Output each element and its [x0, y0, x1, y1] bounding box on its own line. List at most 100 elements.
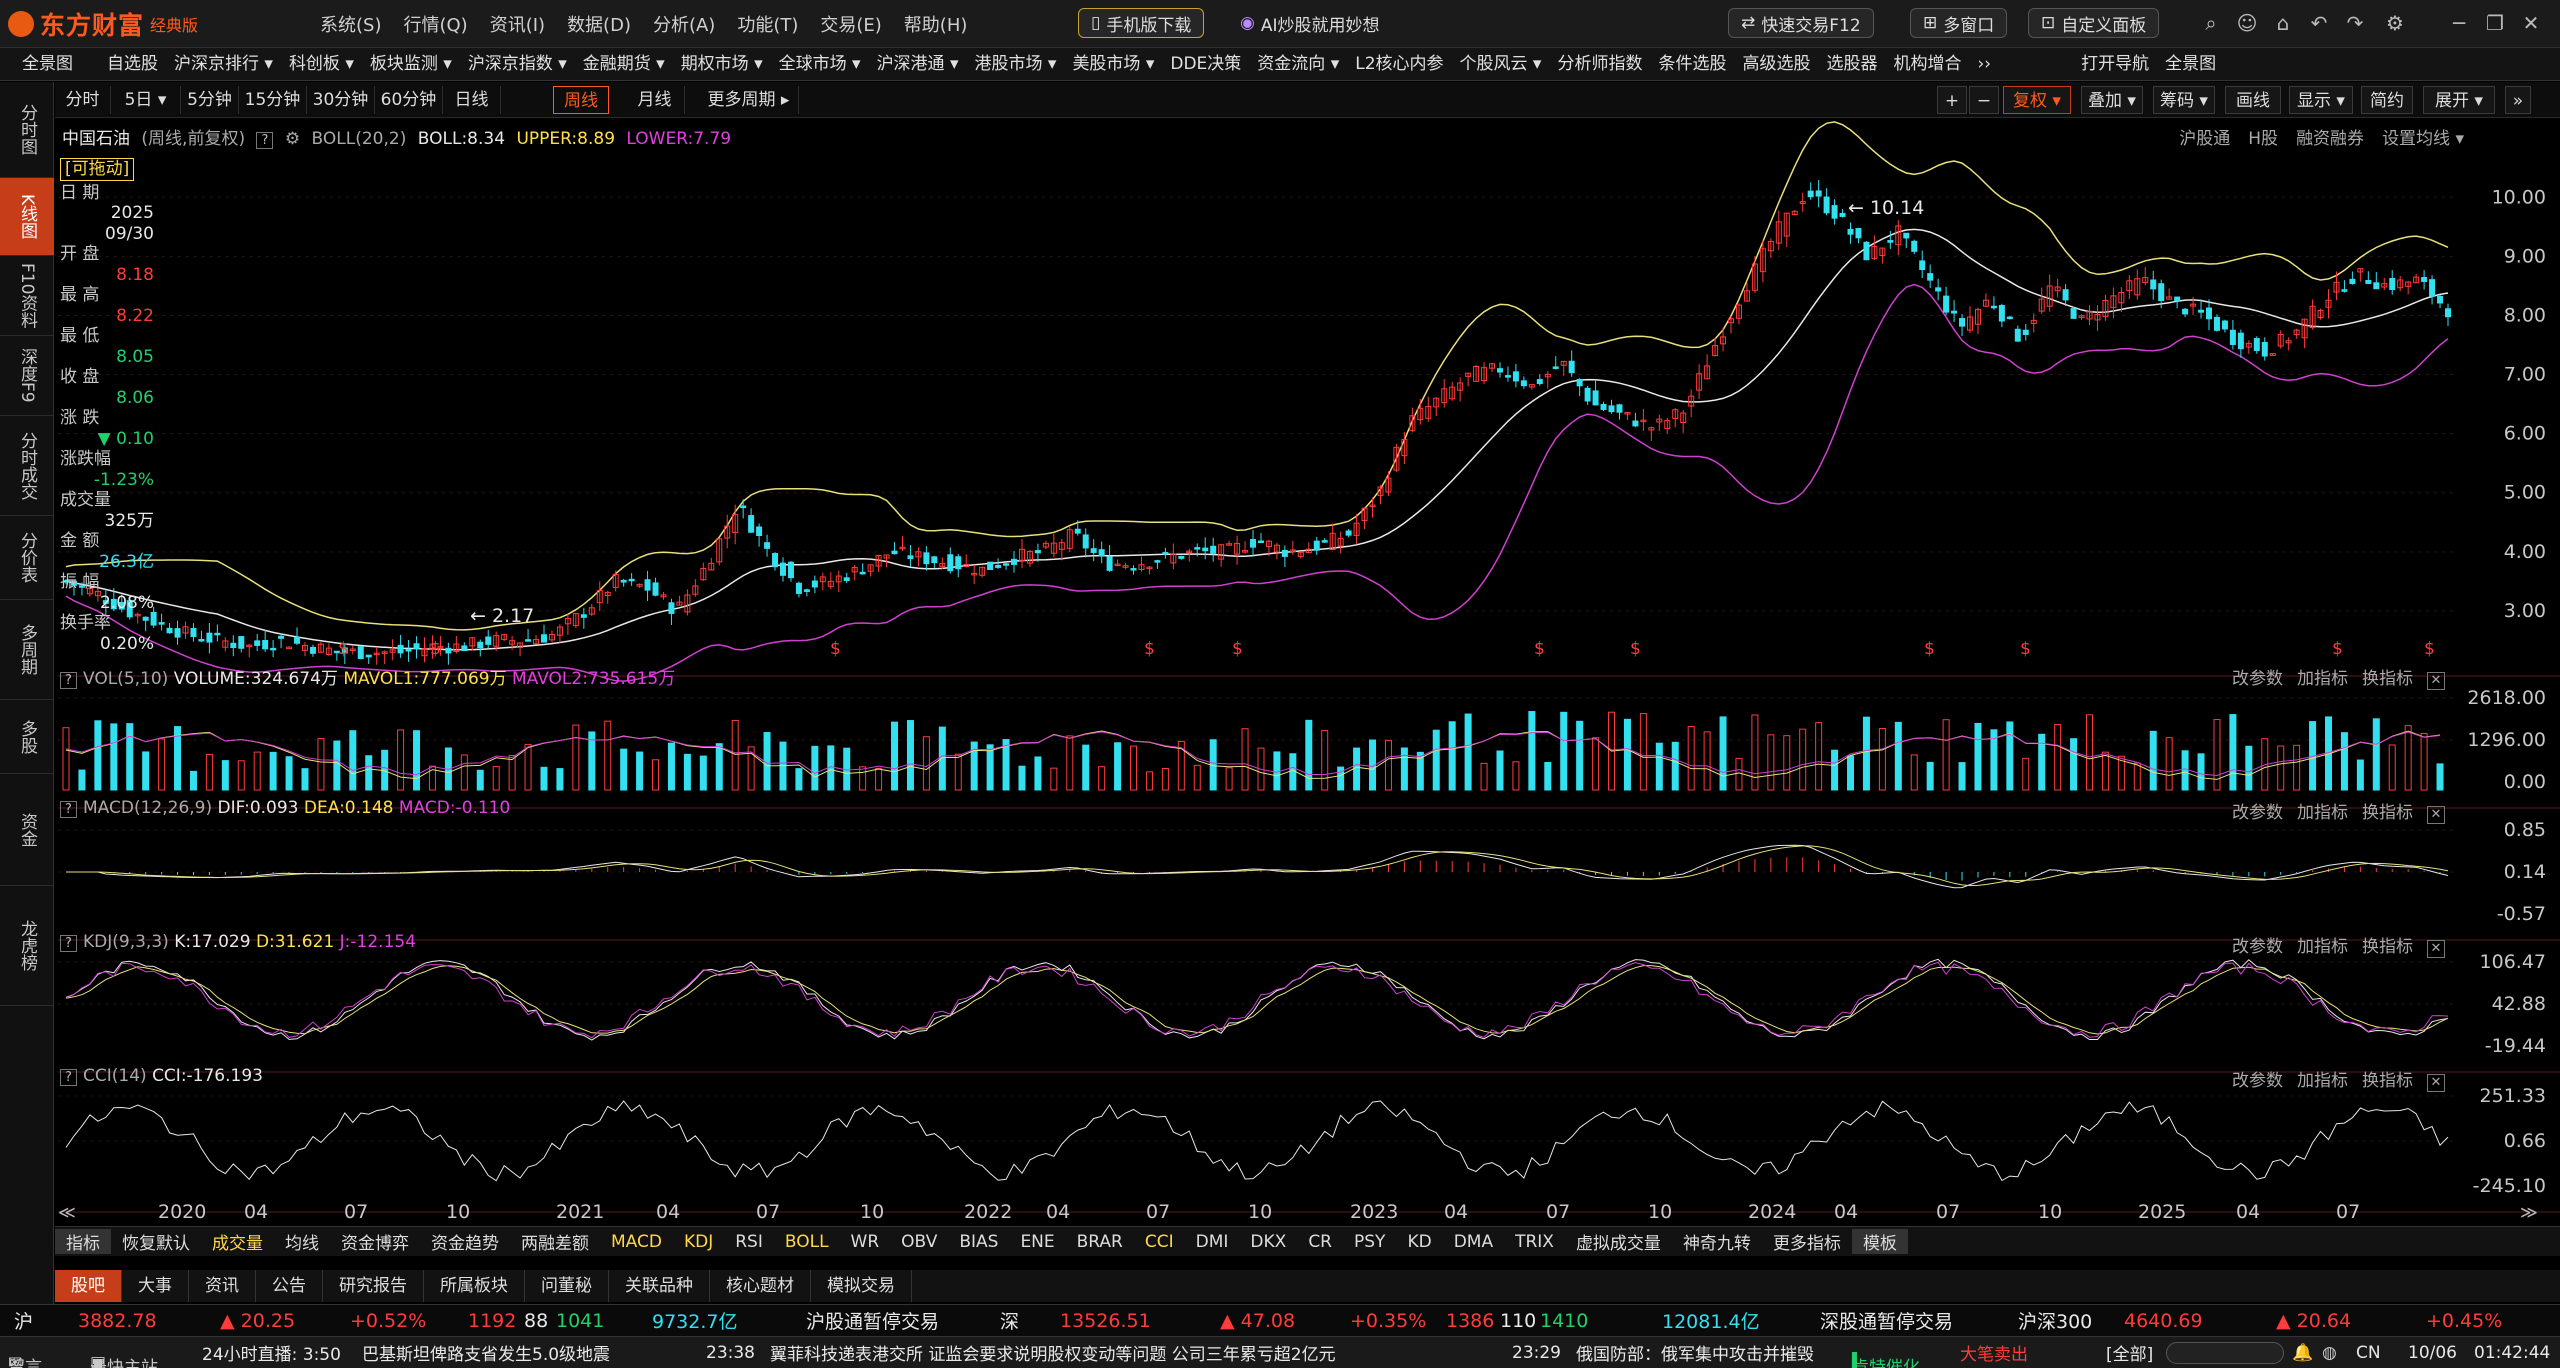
collapse-icon[interactable]: »: [2505, 86, 2531, 114]
nav-index[interactable]: 沪深京指数 ▾: [467, 53, 567, 74]
period-30min[interactable]: 30分钟: [307, 86, 375, 114]
rail-depth-f9[interactable]: 深度F9: [0, 336, 54, 416]
nav-panorama-right[interactable]: 全景图: [2165, 53, 2217, 74]
nav-us[interactable]: 美股市场 ▾: [1072, 53, 1155, 74]
link-ma-settings[interactable]: 设置均线 ▾: [2382, 129, 2464, 149]
minimize-icon[interactable]: ─: [2452, 11, 2466, 35]
menu-info[interactable]: 资讯(I): [489, 15, 546, 36]
menu-function[interactable]: 功能(T): [737, 15, 799, 36]
period-weekly[interactable]: 周线: [553, 86, 609, 114]
zoom-in-button[interactable]: +: [1937, 86, 1967, 114]
ind-tab-4[interactable]: 资金博弈: [341, 1234, 409, 1254]
edit-params-link[interactable]: 改参数: [2232, 803, 2283, 823]
add-indicator-link[interactable]: 加指标: [2297, 669, 2348, 689]
ind-tab-6[interactable]: 两融差额: [521, 1234, 589, 1254]
ind-tab-0[interactable]: 指标: [55, 1229, 111, 1254]
nav-l2[interactable]: L2核心内参: [1355, 53, 1444, 74]
close-panel-icon[interactable]: ✕: [2427, 806, 2445, 824]
display-button[interactable]: 显示 ▾: [2289, 86, 2353, 114]
nav-more[interactable]: ››: [1977, 53, 1992, 74]
period-5min[interactable]: 5分钟: [181, 86, 239, 114]
custom-panel-button[interactable]: ⊡ 自定义面板: [2028, 8, 2160, 38]
nav-stock-picker[interactable]: 选股器: [1826, 53, 1878, 74]
help-icon[interactable]: ?: [256, 132, 274, 149]
edit-params-link[interactable]: 改参数: [2232, 669, 2283, 689]
nav-screener[interactable]: 条件选股: [1658, 53, 1727, 74]
search-icon[interactable]: ⌕: [2205, 11, 2217, 35]
edit-params-link[interactable]: 改参数: [2232, 937, 2283, 957]
period-monthly[interactable]: 月线: [625, 86, 685, 114]
menu-quote[interactable]: 行情(Q): [403, 15, 468, 36]
period-5day[interactable]: 5日 ▾: [111, 86, 181, 114]
tab-themes[interactable]: 核心题材: [710, 1270, 811, 1302]
period-60min[interactable]: 60分钟: [375, 86, 443, 114]
swap-indicator-link[interactable]: 换指标: [2362, 669, 2413, 689]
help-icon[interactable]: ?: [60, 672, 77, 689]
rail-f10[interactable]: F10资料: [0, 256, 54, 336]
nav-connect[interactable]: 沪深港通 ▾: [876, 53, 959, 74]
draggable-tag[interactable]: [可拖动]: [60, 158, 135, 181]
quick-trade-button[interactable]: ⇄ 快速交易F12: [1728, 8, 1874, 38]
ind-tab-7[interactable]: MACD: [611, 1231, 662, 1252]
big-sell-label[interactable]: 大笔卖出: [1960, 1345, 2028, 1365]
ind-tab-16[interactable]: CCI: [1144, 1231, 1174, 1252]
draw-line-button[interactable]: 画线: [2225, 86, 2281, 114]
ind-tab-22[interactable]: DMA: [1453, 1231, 1494, 1252]
nav-sector-monitor[interactable]: 板块监测 ▾: [369, 53, 452, 74]
news-headline-2[interactable]: 翼菲科技递表港交所 证监会要求说明股权变动等问题 公司三年累亏超2亿元: [770, 1345, 1336, 1365]
tab-news[interactable]: 资讯: [189, 1270, 256, 1302]
stock-name[interactable]: 中国石油: [62, 129, 130, 149]
live-label[interactable]: 24小时直播: 3:50: [202, 1345, 341, 1365]
back-icon[interactable]: ↶: [2310, 11, 2328, 35]
menu-data[interactable]: 数据(D): [567, 15, 631, 36]
tab-announcements[interactable]: 公告: [256, 1270, 323, 1302]
link-connect[interactable]: 沪股通: [2179, 129, 2231, 149]
nav-ranking[interactable]: 沪深京排行 ▾: [174, 53, 273, 74]
settings-icon[interactable]: ⚙: [2386, 11, 2404, 35]
period-daily[interactable]: 日线: [443, 86, 501, 114]
ind-tab-11[interactable]: WR: [850, 1231, 880, 1252]
nav-hk[interactable]: 港股市场 ▾: [974, 53, 1057, 74]
nav-dde[interactable]: DDE决策: [1170, 53, 1242, 74]
menu-trade[interactable]: 交易(E): [820, 15, 882, 36]
ind-tab-10[interactable]: BOLL: [784, 1231, 829, 1252]
swap-indicator-link[interactable]: 换指标: [2362, 1071, 2413, 1091]
nav-advanced-screener[interactable]: 高级选股: [1742, 53, 1811, 74]
ind-tab-12[interactable]: OBV: [901, 1231, 938, 1252]
tab-research[interactable]: 研究报告: [323, 1270, 424, 1302]
ind-tab-17[interactable]: DMI: [1195, 1231, 1229, 1252]
menu-help[interactable]: 帮助(H): [903, 15, 968, 36]
ind-tab-24[interactable]: 虚拟成交量: [1575, 1234, 1661, 1254]
overlay-button[interactable]: 叠加 ▾: [2081, 86, 2143, 114]
zoom-out-button[interactable]: −: [1969, 86, 1999, 114]
rail-intraday[interactable]: 分时图: [0, 82, 54, 178]
ind-tab-21[interactable]: KD: [1407, 1231, 1432, 1252]
edit-params-link[interactable]: 改参数: [2232, 1071, 2283, 1091]
home-icon[interactable]: ⌂: [2276, 11, 2290, 35]
ind-tab-20[interactable]: PSY: [1354, 1231, 1386, 1252]
rail-kline[interactable]: K线图: [0, 178, 54, 256]
index-ticker[interactable]: 沪 3882.78 ▲ 20.25 +0.52% 1192 88 1041 97…: [0, 1304, 2560, 1336]
ind-tab-19[interactable]: CR: [1308, 1231, 1332, 1252]
expand-button[interactable]: 展开 ▾: [2423, 86, 2495, 114]
add-indicator-link[interactable]: 加指标: [2297, 803, 2348, 823]
help-icon[interactable]: ?: [60, 1069, 77, 1086]
rail-funds[interactable]: 资金: [0, 774, 54, 886]
status-search-input[interactable]: [2166, 1342, 2284, 1364]
nav-options[interactable]: 期权市场 ▾: [680, 53, 763, 74]
close-panel-icon[interactable]: ✕: [2427, 672, 2445, 690]
bell-icon[interactable]: 🔔: [2292, 1342, 2314, 1363]
close-icon[interactable]: ✕: [2522, 11, 2540, 35]
chips-button[interactable]: 筹码 ▾: [2153, 86, 2215, 114]
rail-price-table[interactable]: 分价表: [0, 516, 54, 600]
ind-tab-18[interactable]: DKX: [1250, 1231, 1287, 1252]
rail-multi-stock[interactable]: 多股: [0, 700, 54, 774]
tab-events[interactable]: 大事: [122, 1270, 189, 1302]
news-headline-1[interactable]: 巴基斯坦俾路支省发生5.0级地震: [362, 1345, 611, 1365]
nav-analyst[interactable]: 分析师指数: [1557, 53, 1643, 74]
menu-analysis[interactable]: 分析(A): [652, 15, 716, 36]
settings-gear-icon[interactable]: ⚙: [284, 129, 301, 149]
help-icon[interactable]: ?: [60, 801, 77, 818]
filter-all[interactable]: [全部]: [2106, 1345, 2154, 1365]
